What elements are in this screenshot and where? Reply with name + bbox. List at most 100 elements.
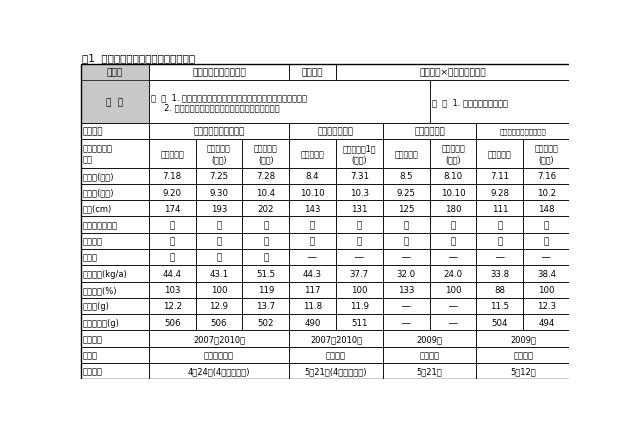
Text: 131: 131 <box>351 204 368 213</box>
Text: 長  所  1. 熟期が早いため、寒冷地においても安定して成熟する。
     2. 草丈が短いため、機械収穫作業が容易である。: 長 所 1. 熟期が早いため、寒冷地においても安定して成熟する。 2. 草丈が短… <box>151 93 307 112</box>
Bar <box>242 233 289 249</box>
Bar <box>383 217 430 233</box>
Text: 微: 微 <box>263 237 269 246</box>
Bar <box>289 298 336 314</box>
Bar <box>80 140 149 168</box>
Bar <box>80 347 149 363</box>
Bar <box>195 266 242 282</box>
Text: 微: 微 <box>216 237 222 246</box>
Bar <box>523 282 570 298</box>
Bar <box>80 81 149 124</box>
Bar <box>195 249 242 266</box>
Text: 5月21日(4カ年の平均): 5月21日(4カ年の平均) <box>305 366 367 376</box>
Text: 9.25: 9.25 <box>397 188 416 197</box>
Text: 103: 103 <box>164 285 180 294</box>
Bar <box>336 266 383 282</box>
Text: 無: 無 <box>544 237 549 246</box>
Bar <box>383 184 430 201</box>
Bar <box>149 282 195 298</box>
Bar <box>149 314 195 331</box>
Text: 10.3: 10.3 <box>350 188 369 197</box>
Text: 100: 100 <box>445 285 461 294</box>
Text: 葉枕病発生程度: 葉枕病発生程度 <box>83 221 118 230</box>
Bar <box>289 124 383 140</box>
Text: 2007～2010年: 2007～2010年 <box>310 334 362 343</box>
Text: 転換畑・直播: 転換畑・直播 <box>204 350 234 359</box>
Text: 37.7: 37.7 <box>350 269 369 278</box>
Bar <box>477 282 523 298</box>
Text: 202: 202 <box>257 204 274 213</box>
Text: ―: ― <box>449 302 458 311</box>
Bar <box>336 217 383 233</box>
Text: 5月12日: 5月12日 <box>511 366 536 376</box>
Bar <box>80 124 149 140</box>
Text: 7.31: 7.31 <box>350 172 369 181</box>
Bar <box>477 233 523 249</box>
Text: 百粒重(g): 百粒重(g) <box>83 302 110 311</box>
Bar <box>383 298 430 314</box>
Text: 微: 微 <box>404 237 409 246</box>
Text: 7.11: 7.11 <box>490 172 509 181</box>
Bar <box>242 249 289 266</box>
Bar <box>477 217 523 233</box>
Text: 9.20: 9.20 <box>162 188 181 197</box>
Text: 少: 少 <box>451 237 456 246</box>
Text: 対標準比(%): 対標準比(%) <box>83 285 118 294</box>
Text: 44.4: 44.4 <box>162 269 182 278</box>
Bar <box>383 266 430 282</box>
Text: 143: 143 <box>305 204 321 213</box>
Text: 栄培法: 栄培法 <box>83 350 98 359</box>
Bar <box>430 140 477 168</box>
Text: 13.7: 13.7 <box>256 302 276 311</box>
Bar <box>195 217 242 233</box>
Text: ―: ― <box>495 253 504 262</box>
Bar <box>523 168 570 184</box>
Bar <box>80 217 149 233</box>
Bar <box>383 363 477 379</box>
Text: 無: 無 <box>310 237 315 246</box>
Text: 511: 511 <box>351 318 368 327</box>
Bar <box>477 331 570 347</box>
Bar <box>430 217 477 233</box>
Bar <box>195 184 242 201</box>
Text: 東北農業研究センター: 東北農業研究センター <box>193 127 245 136</box>
Text: 4月24日(4カ年の平均): 4月24日(4カ年の平均) <box>188 366 250 376</box>
Text: 100: 100 <box>351 285 368 294</box>
Text: ―: ― <box>449 318 458 327</box>
Text: 9.30: 9.30 <box>209 188 228 197</box>
Bar <box>430 168 477 184</box>
Text: 試験年次: 試験年次 <box>83 334 103 343</box>
Bar <box>430 184 477 201</box>
Text: 88: 88 <box>494 285 506 294</box>
Text: はとゆたか
(比較): はとゆたか (比較) <box>254 144 277 164</box>
Bar <box>336 298 383 314</box>
Text: はとじろう
(標準): はとじろう (標準) <box>207 144 231 164</box>
Bar <box>336 249 383 266</box>
Bar <box>383 201 430 217</box>
Text: はときらら: はときらら <box>488 150 512 158</box>
Text: 119: 119 <box>258 285 274 294</box>
Bar <box>477 140 523 168</box>
Text: 5月21日: 5月21日 <box>416 366 442 376</box>
Bar <box>336 168 383 184</box>
Text: 11.9: 11.9 <box>350 302 369 311</box>
Bar <box>149 184 195 201</box>
Text: はと麦「はときらら」: はと麦「はときらら」 <box>192 69 246 78</box>
Bar <box>149 124 289 140</box>
Text: 出穂期(月日): 出穂期(月日) <box>83 172 114 181</box>
Bar <box>477 266 523 282</box>
Bar <box>383 124 477 140</box>
Text: 脱粒性: 脱粒性 <box>83 253 98 262</box>
Bar <box>80 331 149 347</box>
Text: ―: ― <box>402 302 411 311</box>
Bar <box>242 168 289 184</box>
Bar <box>149 363 289 379</box>
Text: ―: ― <box>542 253 551 262</box>
Bar <box>383 233 430 249</box>
Bar <box>336 282 383 298</box>
Text: 微: 微 <box>263 221 269 230</box>
Text: 193: 193 <box>211 204 227 213</box>
Bar <box>430 233 477 249</box>
Text: 倒伏程度: 倒伏程度 <box>83 237 103 246</box>
Bar <box>383 347 477 363</box>
